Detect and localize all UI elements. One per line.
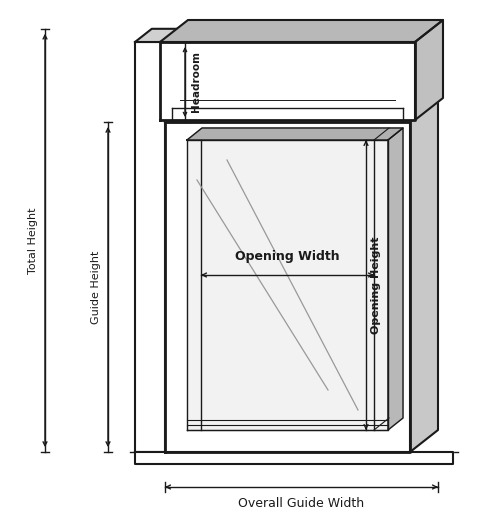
Polygon shape [135, 452, 453, 464]
Polygon shape [135, 29, 182, 42]
Polygon shape [187, 128, 403, 140]
Polygon shape [165, 100, 438, 122]
Text: Overall Guide Width: Overall Guide Width [238, 497, 364, 510]
Text: Opening Width: Opening Width [235, 250, 340, 263]
Polygon shape [135, 42, 165, 452]
Text: Opening Height: Opening Height [371, 236, 381, 334]
Polygon shape [160, 42, 415, 120]
Text: Total Height: Total Height [28, 207, 38, 273]
Polygon shape [160, 20, 443, 42]
Text: Headroom: Headroom [191, 52, 201, 113]
Polygon shape [165, 122, 410, 452]
Polygon shape [187, 140, 388, 430]
Text: Guide Height: Guide Height [91, 250, 101, 324]
Polygon shape [388, 128, 403, 430]
Polygon shape [415, 20, 443, 120]
Polygon shape [410, 100, 438, 452]
